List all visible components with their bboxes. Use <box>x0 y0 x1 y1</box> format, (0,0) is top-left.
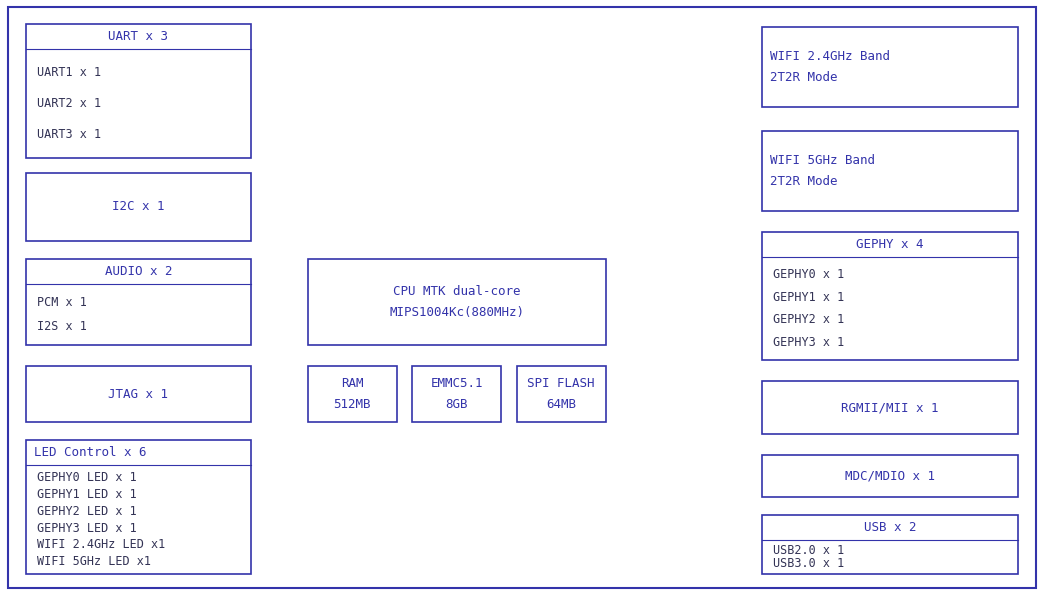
Text: GEPHY x 4: GEPHY x 4 <box>856 238 924 251</box>
Text: RGMII/MII x 1: RGMII/MII x 1 <box>841 401 939 414</box>
Text: 64MB: 64MB <box>546 398 576 411</box>
Text: WIFI 5GHz LED x1: WIFI 5GHz LED x1 <box>37 555 150 568</box>
Text: EMMC5.1: EMMC5.1 <box>430 377 483 390</box>
Text: GEPHY3 LED x 1: GEPHY3 LED x 1 <box>37 522 137 535</box>
Text: USB2.0 x 1: USB2.0 x 1 <box>773 543 844 556</box>
Text: 2T2R Mode: 2T2R Mode <box>770 175 838 188</box>
Text: GEPHY2 x 1: GEPHY2 x 1 <box>773 314 844 327</box>
Text: LED Control x 6: LED Control x 6 <box>34 446 147 459</box>
Text: 8GB: 8GB <box>446 398 468 411</box>
Text: UART1 x 1: UART1 x 1 <box>37 65 100 79</box>
Text: I2S x 1: I2S x 1 <box>37 320 87 333</box>
Text: GEPHY3 x 1: GEPHY3 x 1 <box>773 336 844 349</box>
Text: I2C x 1: I2C x 1 <box>112 201 165 213</box>
Text: UART x 3: UART x 3 <box>109 30 168 43</box>
Text: GEPHY2 LED x 1: GEPHY2 LED x 1 <box>37 505 137 518</box>
Text: RAM: RAM <box>341 377 363 390</box>
Text: SPI FLASH: SPI FLASH <box>527 377 595 390</box>
Text: JTAG x 1: JTAG x 1 <box>109 388 168 400</box>
Text: WIFI 2.4GHz LED x1: WIFI 2.4GHz LED x1 <box>37 538 165 552</box>
Text: GEPHY1 LED x 1: GEPHY1 LED x 1 <box>37 488 137 501</box>
Text: AUDIO x 2: AUDIO x 2 <box>104 265 172 278</box>
Text: MIPS1004Kc(880MHz): MIPS1004Kc(880MHz) <box>389 306 524 319</box>
Text: 2T2R Mode: 2T2R Mode <box>770 71 838 84</box>
Text: GEPHY0 LED x 1: GEPHY0 LED x 1 <box>37 471 137 484</box>
Text: PCM x 1: PCM x 1 <box>37 296 87 309</box>
Text: UART2 x 1: UART2 x 1 <box>37 97 100 109</box>
Text: MDC/MDIO x 1: MDC/MDIO x 1 <box>845 469 935 483</box>
Text: GEPHY0 x 1: GEPHY0 x 1 <box>773 268 844 281</box>
Text: WIFI 2.4GHz Band: WIFI 2.4GHz Band <box>770 50 891 63</box>
Text: UART3 x 1: UART3 x 1 <box>37 128 100 141</box>
Text: WIFI 5GHz Band: WIFI 5GHz Band <box>770 154 876 167</box>
Text: USB3.0 x 1: USB3.0 x 1 <box>773 558 844 571</box>
Text: USB x 2: USB x 2 <box>863 521 917 534</box>
Text: GEPHY1 x 1: GEPHY1 x 1 <box>773 290 844 303</box>
Text: CPU MTK dual-core: CPU MTK dual-core <box>393 285 521 298</box>
Text: 512MB: 512MB <box>334 398 371 411</box>
